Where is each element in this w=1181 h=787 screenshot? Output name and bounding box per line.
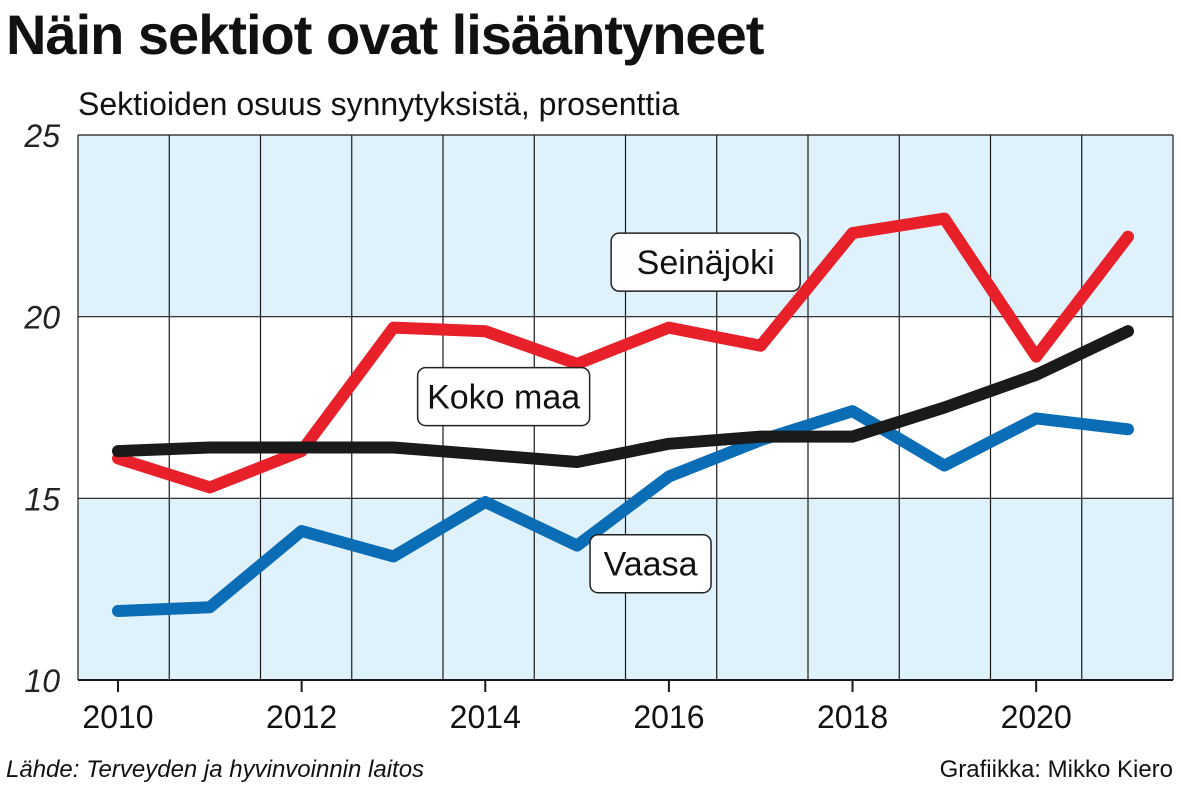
x-tick-label: 2016 bbox=[633, 699, 704, 735]
y-tick-label: 20 bbox=[23, 300, 60, 336]
series-label-box bbox=[610, 232, 801, 292]
source-note: Lähde: Terveyden ja hyvinvoinnin laitos bbox=[6, 756, 425, 783]
series-label-box bbox=[416, 366, 591, 427]
series-label-text: Seinäjoki bbox=[637, 244, 775, 282]
series-line-2 bbox=[112, 405, 1134, 617]
x-tick-label: 2012 bbox=[266, 699, 337, 735]
y-tick-label: 25 bbox=[23, 118, 60, 154]
x-tick-label: 2014 bbox=[450, 699, 521, 735]
series-lines bbox=[112, 212, 1134, 617]
series-line-0 bbox=[112, 212, 1134, 494]
series-label-0: Seinäjoki bbox=[610, 232, 801, 292]
x-axis-ticks: 2010 2012 2014 2016 2018 2020 bbox=[82, 680, 1072, 735]
x-tick-label: 2018 bbox=[817, 699, 888, 735]
series-label-text: Koko maa bbox=[427, 379, 580, 417]
series-line-1 bbox=[112, 325, 1134, 468]
x-tick-label: 2010 bbox=[82, 699, 153, 735]
chart-subtitle: Sektioiden osuus synnytyksistä, prosentt… bbox=[78, 86, 680, 122]
series-labels: Seinäjoki Koko maa Vaasa bbox=[416, 232, 801, 594]
y-tick-label: 15 bbox=[24, 481, 60, 517]
y-tick-label: 10 bbox=[24, 663, 60, 699]
series-label-1: Koko maa bbox=[416, 366, 591, 427]
series-label-text: Vaasa bbox=[604, 546, 698, 584]
series-label-2: Vaasa bbox=[589, 533, 712, 594]
credit-note: Grafiikka: Mikko Kiero bbox=[939, 756, 1173, 783]
chart-title: Näin sektiot ovat lisääntyneet bbox=[6, 3, 764, 66]
series-label-box bbox=[589, 533, 712, 594]
x-tick-label: 2020 bbox=[1001, 699, 1072, 735]
y-axis-ticks: 10 15 20 25 bbox=[23, 118, 60, 699]
